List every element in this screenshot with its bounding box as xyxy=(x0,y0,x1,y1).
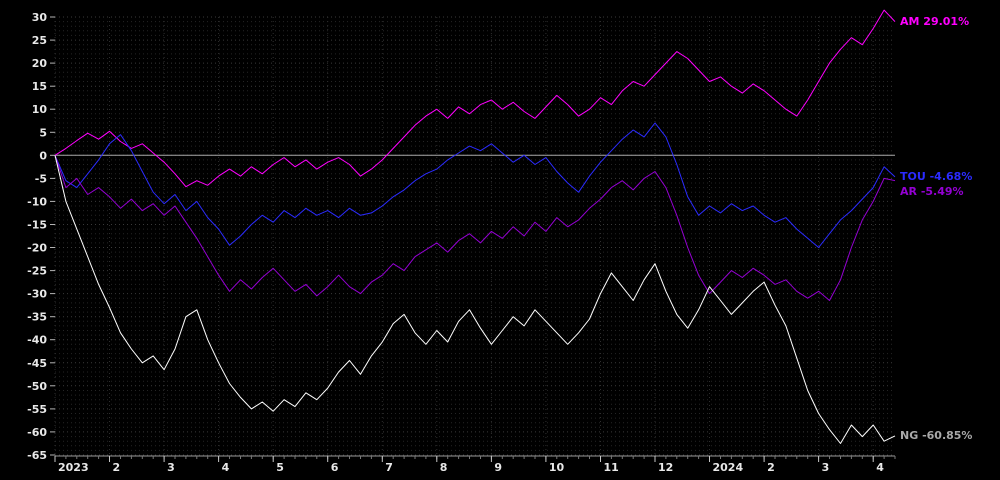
x-tick-label: 6 xyxy=(331,461,339,474)
y-tick-label: -5 xyxy=(35,172,47,185)
y-tick-label: 20 xyxy=(32,57,48,70)
x-tick-label: 12 xyxy=(658,461,673,474)
x-tick-label: 10 xyxy=(549,461,565,474)
y-tick-label: -45 xyxy=(27,357,47,370)
y-tick-label: -30 xyxy=(27,288,47,301)
y-tick-label: -15 xyxy=(27,219,47,232)
series-end-label-ar: AR -5.49% xyxy=(900,185,964,198)
x-tick-label: 2 xyxy=(113,461,121,474)
y-tick-label: -40 xyxy=(27,334,47,347)
y-tick-label: -25 xyxy=(27,265,47,278)
x-tick-label: 7 xyxy=(385,461,393,474)
x-tick-label: 2024 xyxy=(713,461,744,474)
series-line-am xyxy=(54,9,896,188)
y-tick-label: -65 xyxy=(27,449,47,462)
x-tick-label: 9 xyxy=(494,461,502,474)
y-tick-label: 25 xyxy=(32,34,47,47)
y-tick-label: 0 xyxy=(39,149,47,162)
y-tick-label: -35 xyxy=(27,311,47,324)
y-tick-label: -10 xyxy=(27,195,47,208)
x-tick-label: 11 xyxy=(604,461,619,474)
grid-dots xyxy=(54,16,895,456)
series-end-label-am: AM 29.01% xyxy=(900,15,970,28)
axes: 302520151050-5-10-15-20-25-30-35-40-45-5… xyxy=(27,11,896,474)
x-tick-label: 2023 xyxy=(58,461,89,474)
series-line-ar xyxy=(54,155,896,301)
y-tick-label: -55 xyxy=(27,403,47,416)
y-tick-label: -50 xyxy=(27,380,47,393)
x-tick-label: 2 xyxy=(767,461,775,474)
x-tick-label: 3 xyxy=(167,461,175,474)
y-tick-label: 10 xyxy=(32,103,48,116)
y-tick-label: 5 xyxy=(39,126,47,139)
y-tick-label: -20 xyxy=(27,242,47,255)
series-line-ng xyxy=(54,155,896,444)
x-tick-label: 4 xyxy=(876,461,884,474)
series-line-tou xyxy=(54,122,896,248)
y-tick-label: 30 xyxy=(32,11,48,24)
series-end-label-tou: TOU -4.68% xyxy=(900,170,973,183)
x-tick-label: 4 xyxy=(222,461,230,474)
x-tick-label: 3 xyxy=(822,461,830,474)
series-end-label-ng: NG -60.85% xyxy=(900,429,973,442)
series-lines xyxy=(54,9,896,444)
y-tick-label: 15 xyxy=(32,80,47,93)
y-tick-label: -60 xyxy=(27,426,47,439)
x-tick-label: 5 xyxy=(276,461,284,474)
x-tick-label: 8 xyxy=(440,461,448,474)
